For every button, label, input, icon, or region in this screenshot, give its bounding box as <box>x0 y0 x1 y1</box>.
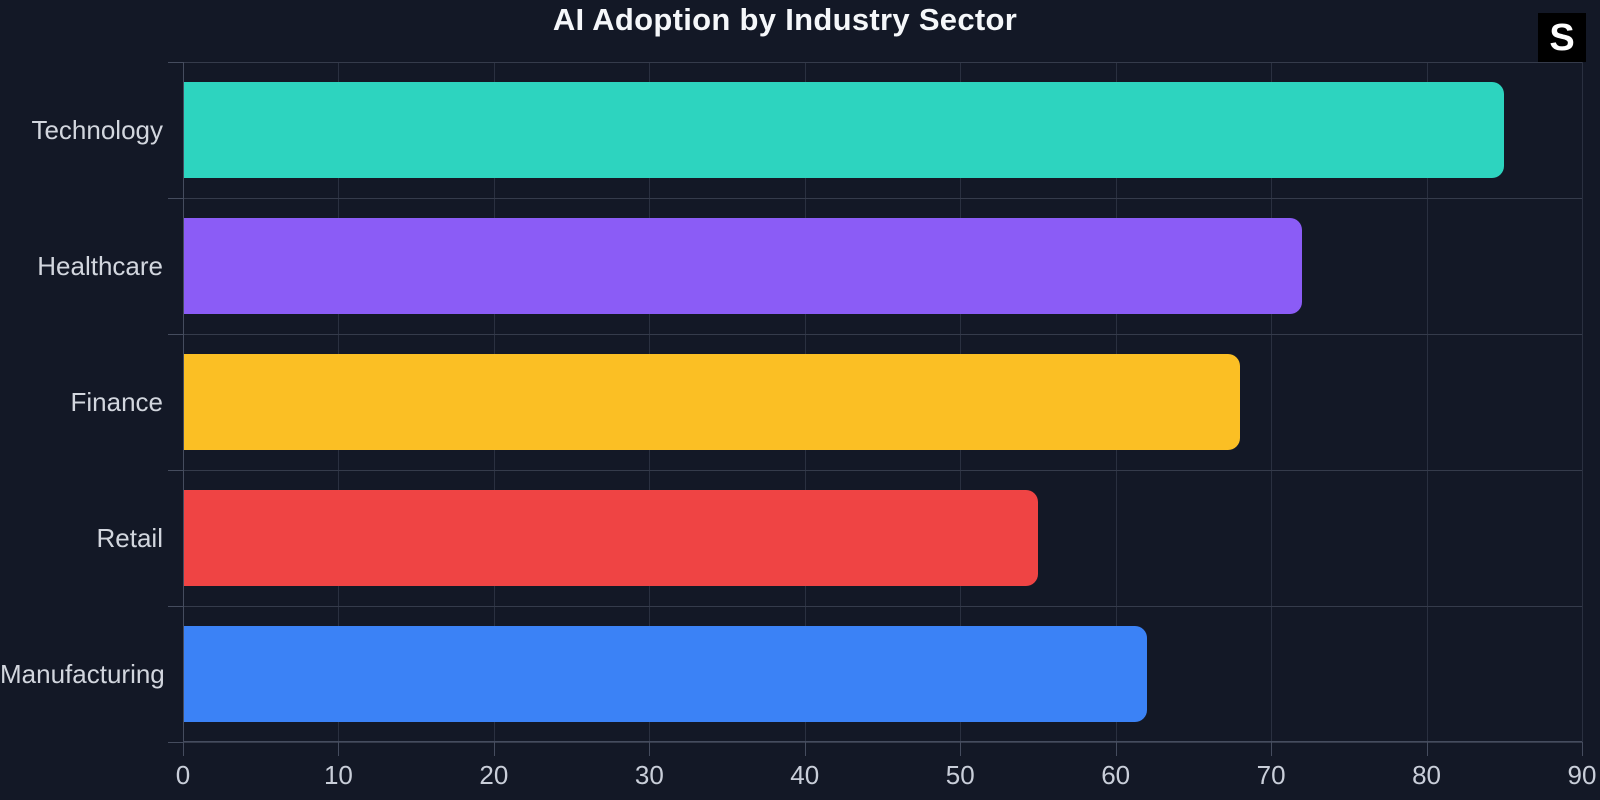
y-axis-labels: Technology Healthcare Finance Retail Manufac… <box>0 62 165 742</box>
y-axis-tick-5 <box>168 742 183 743</box>
x-tick-label-10: 10 <box>323 760 353 790</box>
x-tick-label-90: 90 <box>1567 760 1597 790</box>
gridline-horizontal-1 <box>183 198 1582 199</box>
plot-area <box>183 62 1583 743</box>
bar-healthcare <box>183 218 1303 314</box>
x-axis-tick-10 <box>338 742 340 756</box>
gridline-horizontal-3 <box>183 470 1582 471</box>
gridline-vertical-70 <box>1271 62 1273 742</box>
y-axis-tick-4 <box>168 606 183 607</box>
x-tick-label-70: 70 <box>1256 760 1286 790</box>
x-tick-label-60: 60 <box>1101 760 1131 790</box>
x-axis-tick-80 <box>1426 742 1428 756</box>
y-tick-label-healthcare: Healthcare <box>37 251 163 281</box>
y-tick-label-retail: Retail <box>96 523 163 553</box>
gridline-horizontal-4 <box>183 606 1582 607</box>
x-tick-label-50: 50 <box>945 760 975 790</box>
x-axis-tick-20 <box>493 742 495 756</box>
chart-title: AI Adoption by Industry Sector <box>552 2 1018 37</box>
y-tick-label-technology: Technology <box>31 115 163 145</box>
bar-technology <box>183 82 1505 178</box>
gridline-horizontal-0 <box>183 62 1582 63</box>
y-axis-line <box>183 62 184 742</box>
gridline-vertical-90 <box>1582 62 1583 742</box>
x-tick-label-80: 80 <box>1412 760 1442 790</box>
y-axis-tick-1 <box>168 198 183 199</box>
gridline-horizontal-5 <box>183 742 1582 743</box>
bar-retail <box>183 490 1038 586</box>
gridline-vertical-80 <box>1426 62 1428 742</box>
x-tick-label-20: 20 <box>479 760 509 790</box>
x-tick-label-40: 40 <box>790 760 820 790</box>
bar-manufacturing <box>183 626 1147 722</box>
y-tick-label-finance: Finance <box>70 387 164 417</box>
x-axis-tick-50 <box>960 742 962 756</box>
bar-row-healthcare <box>183 198 1582 334</box>
s-logo-badge: S <box>1538 13 1586 62</box>
x-axis-line <box>183 741 1582 742</box>
gridline-horizontal-2 <box>183 334 1582 335</box>
bar-row-technology <box>183 62 1582 198</box>
x-axis-tick-70 <box>1271 742 1273 756</box>
x-tick-label-30: 30 <box>634 760 664 790</box>
x-axis-tick-60 <box>1115 742 1117 756</box>
x-axis-tick-30 <box>649 742 651 756</box>
x-axis-tick-90 <box>1582 742 1583 756</box>
y-axis-tick-0 <box>168 62 183 63</box>
x-axis-tick-0 <box>183 742 184 756</box>
x-axis-tick-40 <box>804 742 806 756</box>
x-tick-label-0: 0 <box>175 760 191 790</box>
bar-row-retail <box>183 470 1582 606</box>
y-axis-tick-3 <box>168 470 183 471</box>
bar-finance <box>183 354 1241 450</box>
bar-row-finance <box>183 334 1582 470</box>
y-axis-tick-2 <box>168 334 183 335</box>
y-tick-label-manufacturing: Manufacturing <box>0 659 165 689</box>
bar-row-manufacturing <box>183 606 1582 742</box>
